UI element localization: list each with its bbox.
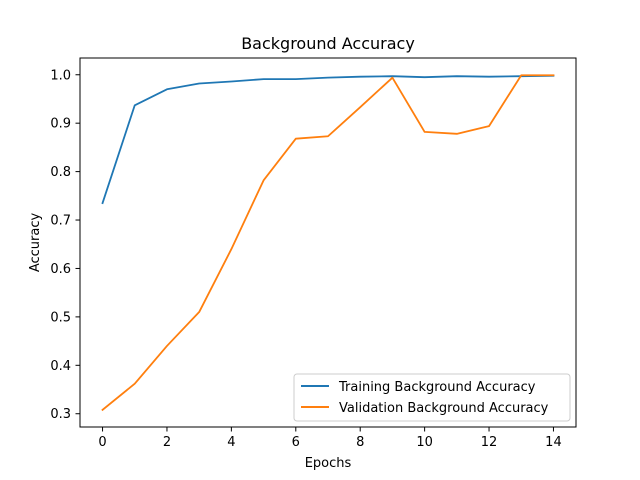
legend-label-validation: Validation Background Accuracy [339, 401, 549, 416]
chart-title: Background Accuracy [241, 34, 415, 53]
x-axis: 0 2 4 6 8 10 12 14 [98, 427, 562, 450]
x-tick-label: 2 [163, 435, 171, 450]
x-tick-label: 12 [481, 435, 498, 450]
y-axis: 0.3 0.4 0.5 0.6 0.7 0.8 0.9 1.0 [50, 68, 80, 422]
y-tick-label: 0.4 [50, 359, 71, 374]
plot-area-frame [79, 57, 577, 428]
y-tick-label: 0.8 [50, 165, 71, 180]
y-tick-label: 0.5 [50, 310, 71, 325]
x-tick-label: 4 [227, 435, 235, 450]
legend-box [293, 373, 571, 422]
legend-label-training: Training Background Accuracy [338, 380, 536, 395]
training-accuracy-line [101, 74, 555, 205]
x-tick-label: 0 [98, 435, 106, 450]
legend: Training Background Accuracy Validation … [293, 373, 571, 422]
y-tick-label: 0.9 [50, 117, 71, 132]
y-tick-label: 0.3 [50, 407, 71, 422]
x-tick-label: 6 [292, 435, 300, 450]
y-tick-label: 0.7 [50, 214, 71, 229]
y-axis-title: Accuracy [28, 213, 43, 273]
series-layer [101, 74, 555, 412]
x-axis-title: Epochs [305, 456, 352, 471]
x-tick-label: 14 [545, 435, 562, 450]
x-tick-label: 10 [416, 435, 433, 450]
y-tick-label: 1.0 [50, 68, 71, 83]
x-tick-label: 8 [356, 435, 364, 450]
validation-accuracy-line [101, 74, 555, 412]
y-tick-label: 0.6 [50, 262, 71, 277]
